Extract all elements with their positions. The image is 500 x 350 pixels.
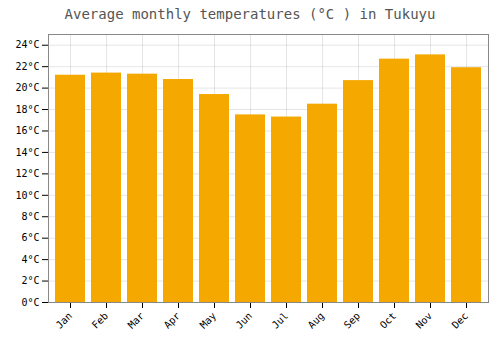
svg-text:6°C: 6°C [21, 232, 39, 243]
svg-text:Mar: Mar [126, 310, 147, 331]
svg-text:May: May [198, 310, 219, 331]
svg-text:2°C: 2°C [21, 275, 39, 286]
svg-text:Apr: Apr [162, 310, 183, 331]
svg-text:Jan: Jan [54, 310, 75, 331]
html-text:Average monthly temperatures (: Average monthly temperatures (°C ) in Tu… [64, 6, 436, 22]
svg-text:20°C: 20°C [15, 82, 39, 93]
svg-text:12°C: 12°C [15, 168, 39, 179]
svg-text:18°C: 18°C [15, 104, 39, 115]
svg-text:16°C: 16°C [15, 125, 39, 136]
svg-text:Dec: Dec [450, 310, 471, 331]
svg-text:0°C: 0°C [21, 297, 39, 308]
svg-text:Jul: Jul [270, 310, 291, 331]
svg-text:Feb: Feb [90, 310, 111, 331]
svg-text:4°C: 4°C [21, 254, 39, 265]
svg-text:22°C: 22°C [15, 61, 39, 72]
svg-text:14°C: 14°C [15, 147, 39, 158]
svg-text:10°C: 10°C [15, 190, 39, 201]
svg-text:Nov: Nov [414, 310, 435, 331]
svg-text:Oct: Oct [378, 310, 399, 331]
svg-text:Aug: Aug [306, 310, 327, 331]
svg-text:8°C: 8°C [21, 211, 39, 222]
svg-text:24°C: 24°C [15, 39, 39, 50]
svg-text:Sep: Sep [342, 310, 363, 331]
svg-text:Jun: Jun [234, 310, 255, 331]
